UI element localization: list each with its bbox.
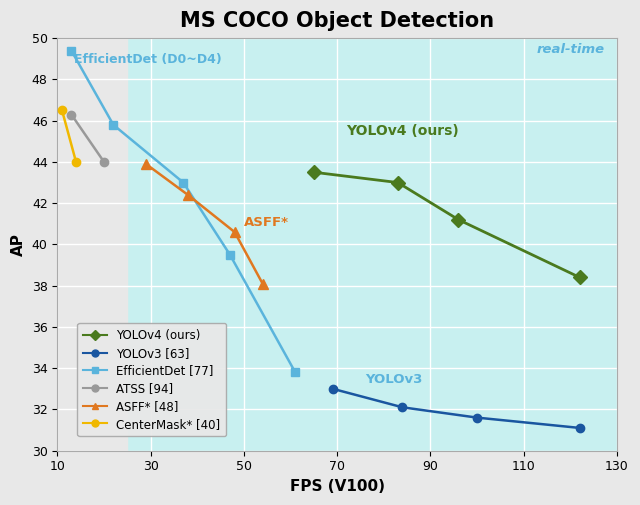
Text: YOLOv4 (ours): YOLOv4 (ours) bbox=[346, 124, 460, 138]
X-axis label: FPS (V100): FPS (V100) bbox=[290, 479, 385, 494]
Y-axis label: AP: AP bbox=[11, 233, 26, 256]
Legend: YOLOv4 (ours), YOLOv3 [63], EfficientDet [77], ATSS [94], ASFF* [48], CenterMask: YOLOv4 (ours), YOLOv3 [63], EfficientDet… bbox=[77, 323, 227, 436]
Text: EfficientDet (D0~D4): EfficientDet (D0~D4) bbox=[74, 53, 221, 66]
Text: real-time: real-time bbox=[536, 42, 604, 56]
Bar bbox=[127, 38, 640, 450]
Title: MS COCO Object Detection: MS COCO Object Detection bbox=[180, 11, 494, 31]
Text: YOLOv3: YOLOv3 bbox=[365, 373, 422, 385]
Bar bbox=[34, 38, 127, 450]
Text: ASFF*: ASFF* bbox=[244, 216, 289, 229]
